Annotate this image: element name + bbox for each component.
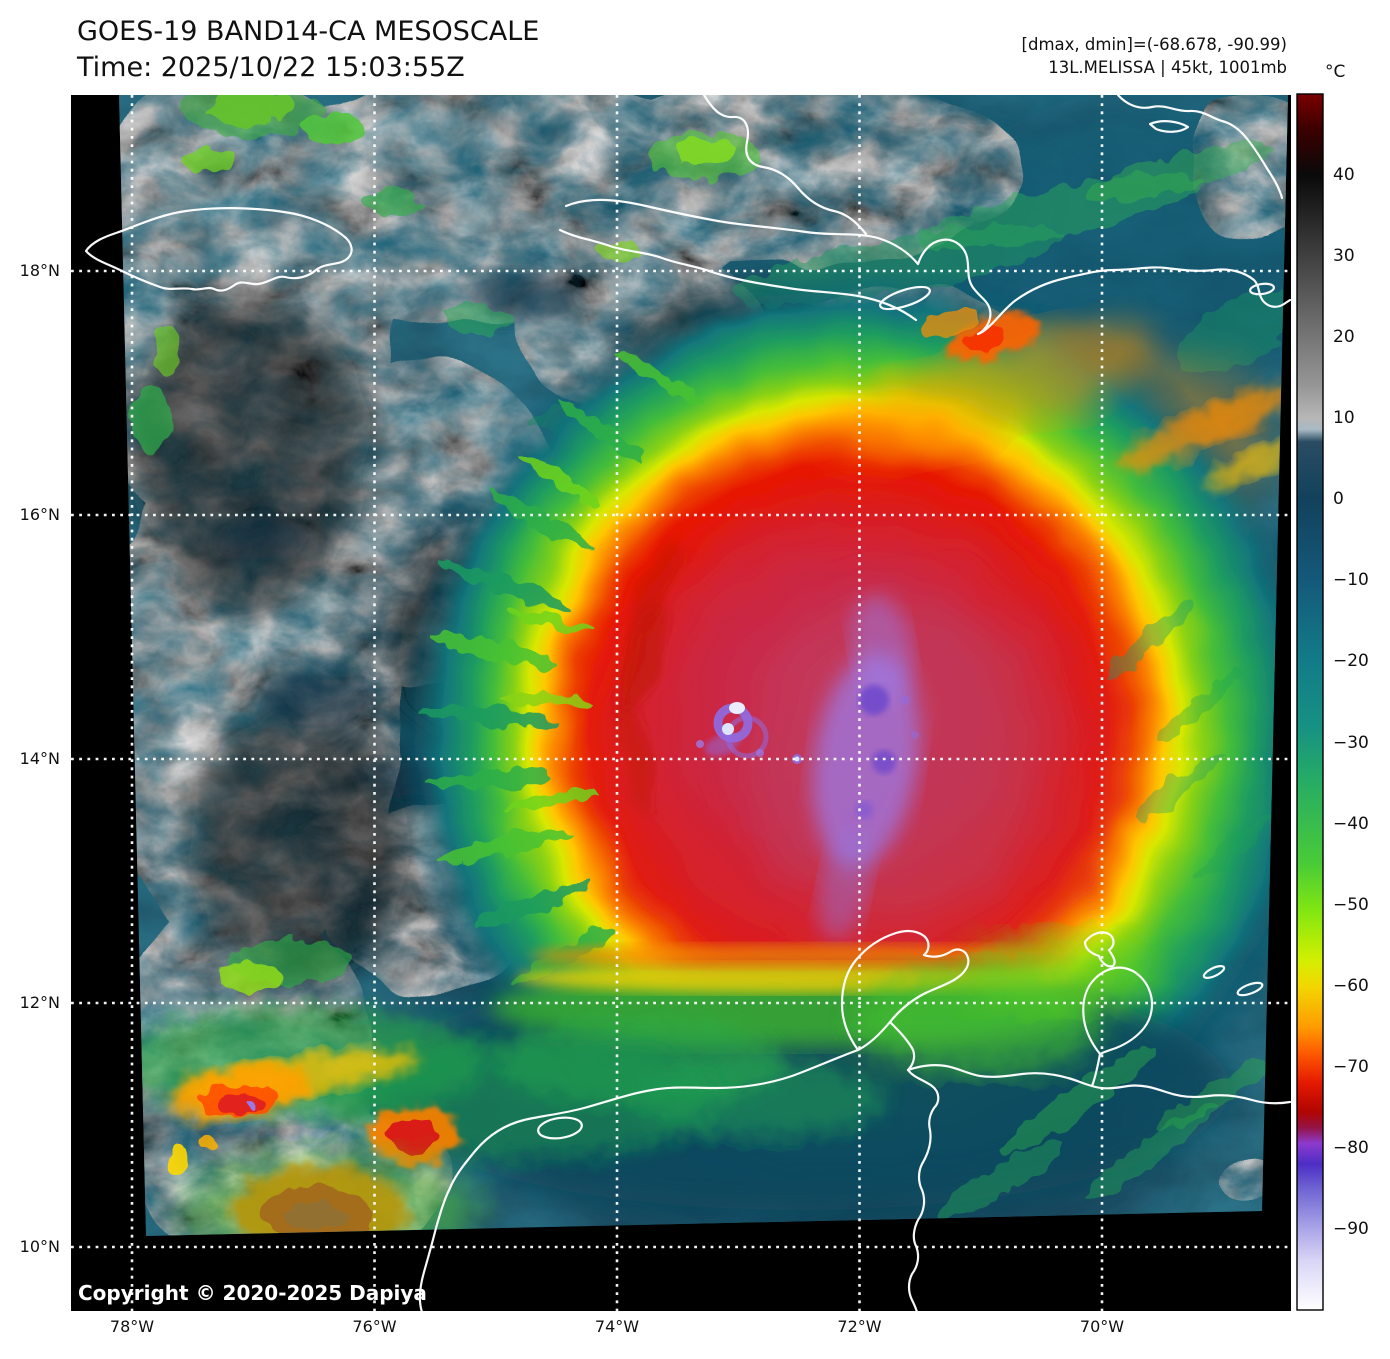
coastline-tortuga-island xyxy=(1148,120,1190,133)
colorbar-tick-label: −90 xyxy=(1333,1218,1369,1239)
timestamp-label: Time: 2025/10/22 15:03:55Z xyxy=(77,52,465,83)
hurricane-eye-cluster xyxy=(696,702,802,764)
coastline-paraguana xyxy=(1082,966,1154,1088)
coastline-gonave-island xyxy=(879,285,931,311)
colorbar-tick-label: 20 xyxy=(1333,327,1355,348)
storm-annotation: 13L.MELISSA | 45kt, 1001mb xyxy=(1048,57,1287,77)
coastline-aruba xyxy=(1083,931,1116,968)
dmax-dmin-annotation: [dmax, dmin]=(-68.678, -90.99) xyxy=(1021,35,1287,54)
coastline-cienaga-lagoon xyxy=(537,1116,583,1140)
lon-tick-label: 72°W xyxy=(837,1317,882,1336)
colorbar-tick-label: −10 xyxy=(1333,570,1369,591)
lat-tick-label: 14°N xyxy=(19,749,60,768)
coastline-lake-enriquillo xyxy=(1248,282,1276,296)
colorbar xyxy=(1296,93,1324,1311)
lat-tick-label: 10°N xyxy=(19,1237,60,1256)
lat-tick-label: 18°N xyxy=(19,261,60,280)
satellite-data-swath xyxy=(119,95,1288,1236)
graticule xyxy=(71,95,1291,1311)
coastline-haiti-peninsula-north xyxy=(564,198,992,336)
colorbar-tick-label: −20 xyxy=(1333,651,1369,672)
coastlines xyxy=(84,95,1291,1311)
coastline-colombia xyxy=(418,1048,860,1311)
colorbar-tick-label: −70 xyxy=(1333,1056,1369,1077)
lon-tick-label: 74°W xyxy=(594,1317,640,1336)
title-block: GOES-19 BAND14-CA MESOSCALE Time: 2025/1… xyxy=(77,14,539,86)
outflow-streaks xyxy=(414,353,702,984)
coastline-hispaniola-south xyxy=(976,266,1291,336)
coastline-hispaniola-north xyxy=(1116,95,1284,200)
colorbar-tick-label: 0 xyxy=(1333,489,1344,510)
lon-tick-label: 70°W xyxy=(1079,1317,1125,1336)
colorbar-tick-label: 30 xyxy=(1333,246,1355,267)
overshooting-tops xyxy=(696,594,920,941)
coastline-jamaica xyxy=(84,207,353,292)
colorbar-unit-label: °C xyxy=(1325,62,1346,82)
colorbar-tick-label: 40 xyxy=(1333,165,1355,186)
colorbar-tick-label: −40 xyxy=(1333,813,1369,834)
colorbar-tick-label: 10 xyxy=(1333,408,1355,429)
colorbar-tick-label: −60 xyxy=(1333,975,1369,996)
page-title: GOES-19 BAND14-CA MESOSCALE xyxy=(77,16,540,47)
coastline-bonaire xyxy=(1236,981,1264,997)
coastline-cuba xyxy=(702,95,868,236)
colorbar-gradient xyxy=(1296,93,1324,1311)
lon-tick-label: 78°W xyxy=(109,1317,155,1336)
coastline-guajira-peninsula xyxy=(840,929,970,1052)
lat-tick-label: 16°N xyxy=(19,505,60,524)
coastline-curacao xyxy=(1202,965,1226,979)
copyright-label: Copyright © 2020-2025 Dapiya xyxy=(78,1281,427,1305)
colorbar-tick-label: −80 xyxy=(1333,1137,1369,1158)
coastline-haiti-peninsula-south xyxy=(558,228,918,322)
annotation-block: [dmax, dmin]=(-68.678, -90.99) 13L.MELIS… xyxy=(1022,34,1287,79)
southern-convection-band xyxy=(119,600,1283,1236)
colorbar-tick-label: −30 xyxy=(1333,732,1369,753)
lat-tick-label: 12°N xyxy=(19,993,60,1012)
lon-tick-label: 76°W xyxy=(352,1317,397,1336)
colorbar-tick-label: −50 xyxy=(1333,894,1369,915)
